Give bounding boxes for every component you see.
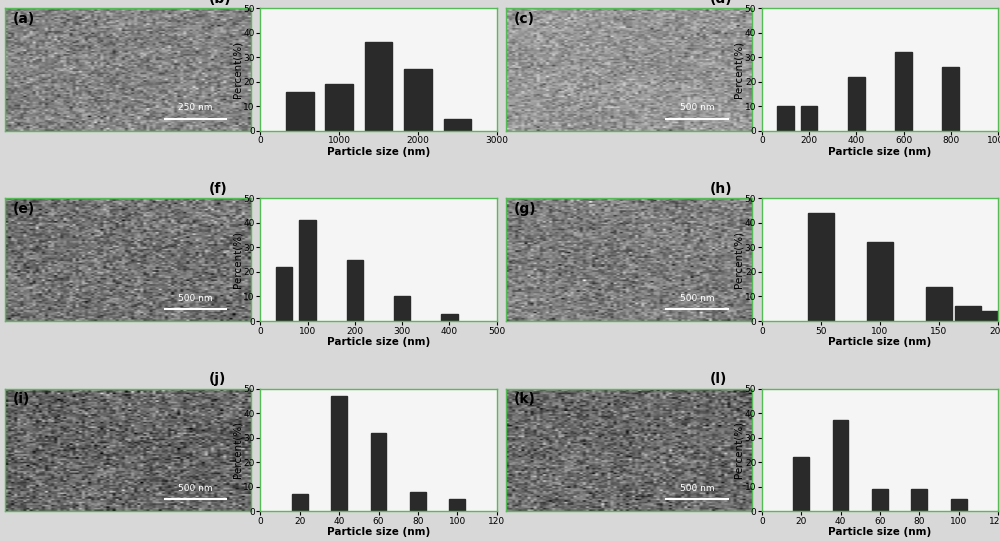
Text: (k): (k) — [514, 392, 536, 406]
Text: (g): (g) — [514, 202, 536, 216]
Bar — [808, 213, 834, 321]
Text: 500 nm: 500 nm — [178, 294, 213, 302]
Y-axis label: Percent(%): Percent(%) — [232, 421, 242, 478]
Text: (j): (j) — [209, 372, 226, 386]
X-axis label: Particle size (nm): Particle size (nm) — [327, 147, 430, 157]
Text: 500 nm: 500 nm — [680, 103, 714, 113]
Y-axis label: Percent(%): Percent(%) — [232, 41, 242, 98]
Bar — [276, 267, 292, 321]
Bar — [895, 52, 912, 131]
Bar — [331, 396, 347, 511]
Bar — [793, 457, 809, 511]
Bar — [867, 242, 893, 321]
Bar — [410, 492, 426, 511]
Bar — [777, 106, 794, 131]
Bar — [365, 43, 392, 131]
Bar — [911, 489, 927, 511]
X-axis label: Particle size (nm): Particle size (nm) — [327, 527, 430, 537]
Text: 500 nm: 500 nm — [680, 484, 714, 493]
Text: 500 nm: 500 nm — [178, 484, 213, 493]
Text: (l): (l) — [710, 372, 727, 386]
Bar — [848, 77, 865, 131]
Text: (f): (f) — [209, 182, 227, 196]
Bar — [441, 314, 458, 321]
Text: (i): (i) — [12, 392, 30, 406]
Y-axis label: Percent(%): Percent(%) — [733, 421, 743, 478]
Text: 500 nm: 500 nm — [680, 294, 714, 302]
Text: (a): (a) — [12, 12, 35, 26]
Bar — [833, 420, 848, 511]
Bar — [973, 311, 999, 321]
Bar — [371, 433, 386, 511]
X-axis label: Particle size (nm): Particle size (nm) — [828, 337, 932, 347]
Y-axis label: Percent(%): Percent(%) — [733, 231, 743, 288]
X-axis label: Particle size (nm): Particle size (nm) — [327, 337, 430, 347]
Bar — [286, 91, 314, 131]
Y-axis label: Percent(%): Percent(%) — [232, 231, 242, 288]
Y-axis label: Percent(%): Percent(%) — [733, 41, 743, 98]
Bar — [449, 499, 465, 511]
Bar — [325, 84, 353, 131]
Bar — [404, 69, 432, 131]
Bar — [926, 287, 952, 321]
Text: (h): (h) — [710, 182, 732, 196]
X-axis label: Particle size (nm): Particle size (nm) — [828, 147, 932, 157]
Bar — [299, 220, 316, 321]
Text: (e): (e) — [12, 202, 35, 216]
Text: (d): (d) — [710, 0, 732, 5]
Text: 250 nm: 250 nm — [178, 103, 213, 113]
Bar — [394, 296, 410, 321]
Bar — [942, 67, 959, 131]
Bar — [347, 260, 363, 321]
X-axis label: Particle size (nm): Particle size (nm) — [828, 527, 932, 537]
Bar — [955, 306, 981, 321]
Text: (b): (b) — [209, 0, 231, 5]
Bar — [801, 106, 817, 131]
Bar — [444, 118, 471, 131]
Bar — [292, 494, 308, 511]
Bar — [951, 499, 967, 511]
Text: (c): (c) — [514, 12, 535, 26]
Bar — [872, 489, 888, 511]
